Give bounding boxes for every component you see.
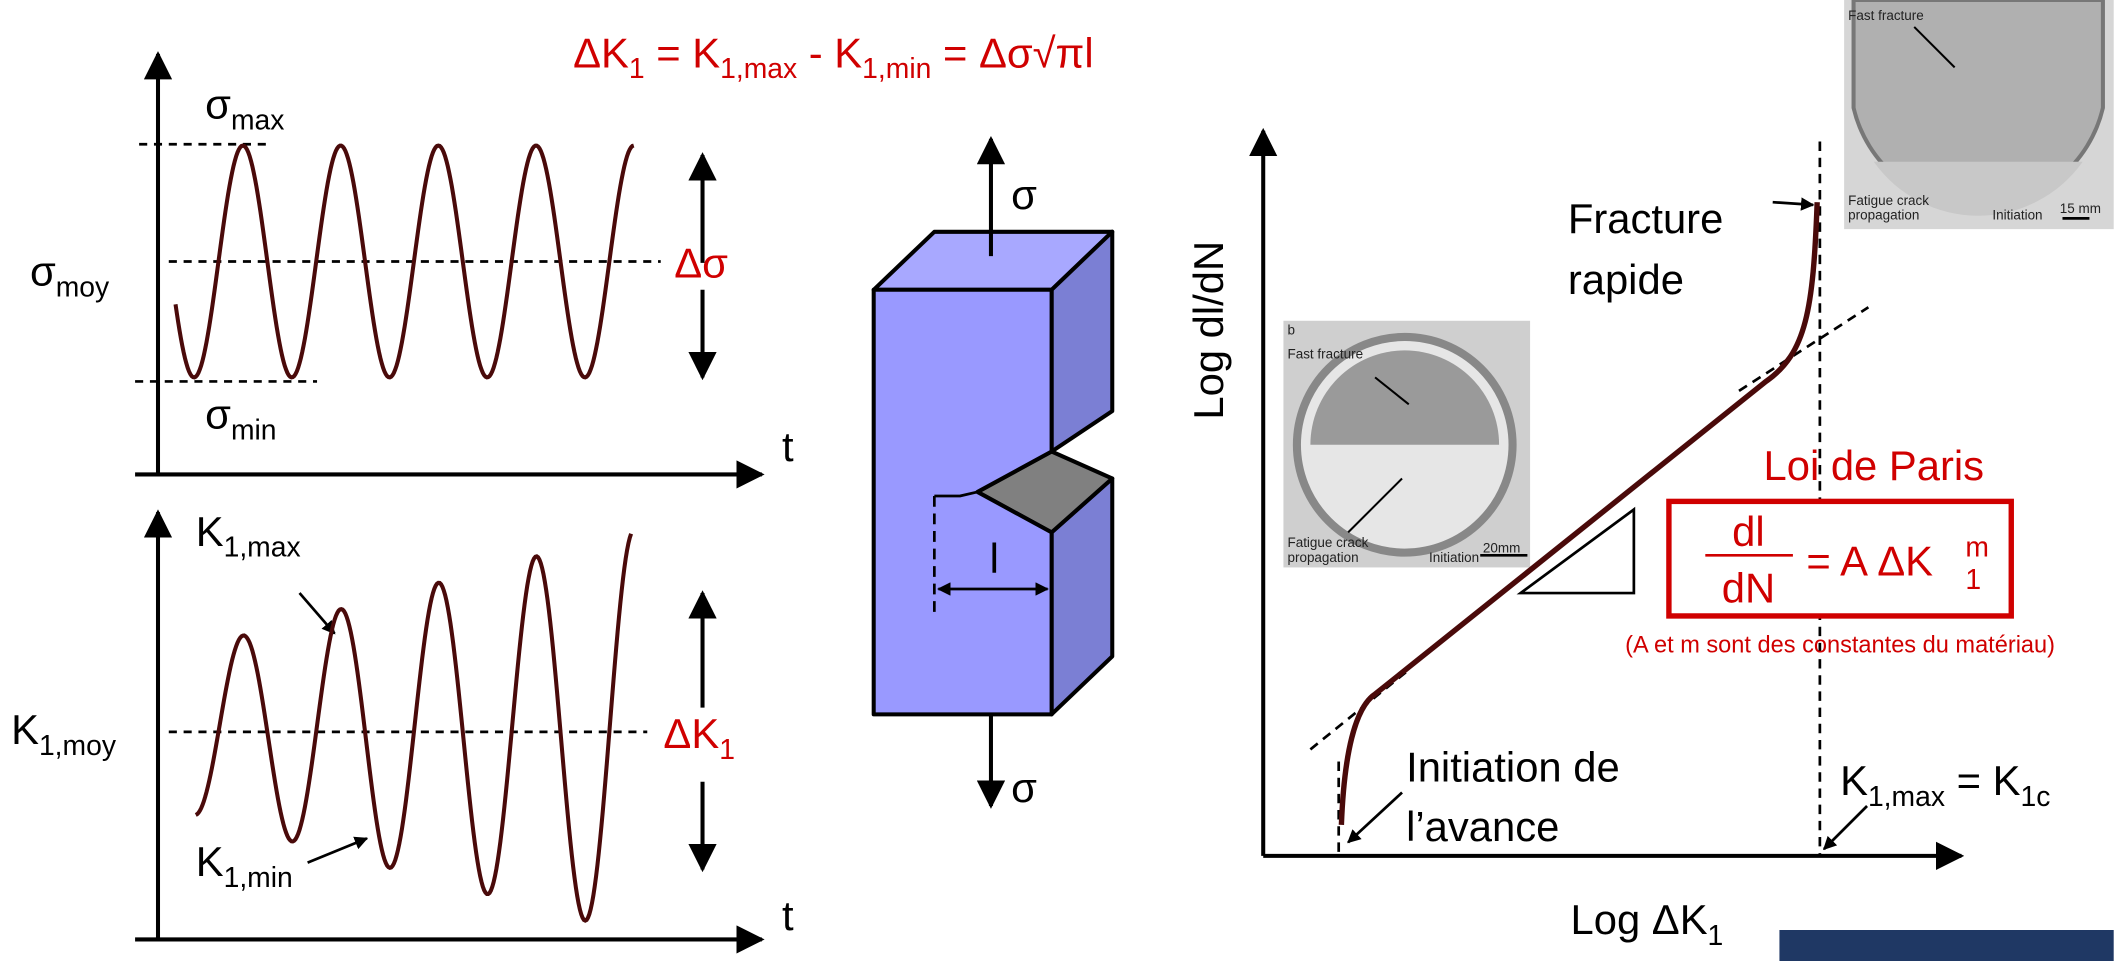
paris-law — [1666, 498, 2014, 619]
stress-plot — [135, 51, 765, 489]
delta-sigma: Δσ — [674, 240, 728, 287]
photo-scale: 15 mm — [2060, 201, 2101, 216]
t-label: t — [782, 423, 794, 470]
photo-caption: Fast fracture — [1287, 347, 1363, 362]
fracture-label: Fracture — [1568, 195, 1724, 242]
kc-label: K1,max = K1c — [1840, 757, 2050, 812]
photo-caption: propagation — [1848, 208, 1919, 223]
fracture-label: rapide — [1568, 256, 1684, 303]
photo-caption: Initiation — [1429, 550, 1479, 565]
k-min: K1,min — [196, 838, 293, 893]
text-part: max — [231, 103, 284, 135]
law-den: dN — [1722, 564, 1775, 611]
law-sup: m — [1965, 531, 1989, 563]
formula-part: - K — [797, 29, 862, 76]
k-plot — [135, 509, 765, 954]
text-part: σ — [205, 391, 231, 438]
text-part: 1 — [1708, 919, 1724, 951]
law-num: dl — [1732, 508, 1765, 555]
text-part: 1,max — [1868, 780, 1945, 812]
law-title: Loi de Paris — [1764, 442, 1985, 489]
initiation-label: l’avance — [1406, 803, 1559, 850]
formula-part: 1,min — [862, 52, 931, 84]
text-part: 1 — [719, 733, 735, 765]
text-part: K — [1840, 757, 1868, 804]
sigma-bottom: σ — [1011, 764, 1037, 811]
text-part: = A ΔK — [1806, 538, 1933, 585]
text-part: K — [196, 838, 224, 885]
text-part: 1,max — [224, 531, 301, 563]
text-part: = K — [1945, 757, 2021, 804]
sigma-moy: σmoy — [30, 248, 110, 303]
formula-part: = Δσ√πl — [931, 29, 1093, 76]
delta-k: ΔK1 — [663, 710, 735, 765]
sigma-max: σmax — [205, 81, 284, 136]
sigma-min: σmin — [205, 391, 276, 446]
text-part: 1,min — [224, 861, 293, 893]
formula: ΔK1 = K1,max - K1,min = Δσ√πl — [573, 29, 1094, 84]
formula-part: 1,max — [720, 52, 797, 84]
photo-label: b — [1287, 322, 1295, 337]
sigma-top: σ — [1011, 171, 1037, 218]
text-part: σ — [30, 248, 56, 295]
formula-part: 1 — [629, 52, 645, 84]
k-max: K1,max — [196, 508, 301, 563]
law-rhs: = A ΔK — [1806, 538, 1933, 585]
text-part: ΔK — [663, 710, 719, 757]
photo-caption: Fast fracture — [1848, 8, 1924, 23]
law-sub: 1 — [1965, 563, 1981, 595]
photo-caption: propagation — [1287, 550, 1358, 565]
initiation-label: Initiation de — [1406, 744, 1620, 791]
text-part: moy — [56, 271, 110, 303]
text-part: 1,moy — [39, 729, 117, 761]
t-label: t — [782, 892, 794, 939]
law-note: (A et m sont des constantes du matériau) — [1625, 631, 2055, 657]
photo-scale: 20mm — [1483, 541, 1520, 556]
photo-caption: Fatigue crack — [1848, 193, 1929, 208]
text-part: 1c — [2020, 780, 2050, 812]
photo-1 — [1283, 320, 1531, 568]
y-axis-label: Log dl/dN — [1185, 241, 1232, 420]
formula-part: ΔK — [573, 29, 629, 76]
k-moy: K1,moy — [11, 706, 117, 761]
photo-caption: Fatigue crack — [1287, 535, 1368, 550]
specimen — [871, 135, 1115, 809]
formula-part: = K — [645, 29, 721, 76]
text-part: K — [196, 508, 224, 555]
x-axis-label: Log ΔK1 — [1571, 896, 1724, 951]
text-part: Log ΔK — [1571, 896, 1708, 943]
footer-bar — [1779, 930, 2114, 961]
text-part: min — [231, 413, 277, 445]
crack-length: l — [990, 535, 999, 582]
photo-caption: Initiation — [1992, 208, 2042, 223]
text-part: K — [11, 706, 39, 753]
text-part: σ — [205, 81, 231, 128]
photo-2 — [1844, 0, 2114, 230]
